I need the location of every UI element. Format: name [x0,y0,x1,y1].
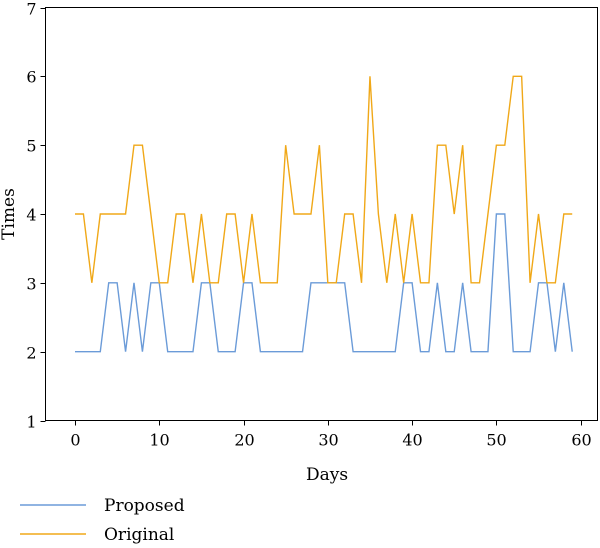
x-tick-label: 10 [149,431,169,450]
y-axis-ticks: 1 2 3 4 5 6 7 [26,0,46,432]
x-tick-label: 50 [486,431,506,450]
series-line-original [75,75,573,284]
x-tick-label: 30 [318,431,338,450]
legend-label-original: Original [104,525,174,545]
y-tick-label: 2 [26,344,36,363]
series-line-proposed [75,213,573,353]
y-tick-label: 5 [26,137,36,156]
x-axis-title: Days [306,465,348,485]
y-tick-label: 7 [26,0,36,19]
axes-frame [45,7,598,421]
plot-axes [45,7,598,421]
x-tick-label: 40 [402,431,422,450]
y-tick-label: 1 [26,413,36,432]
y-tick-label: 3 [26,275,36,294]
x-axis-ticks: 0 10 20 30 40 50 60 [70,420,592,450]
series-layer [75,75,573,353]
legend-label-proposed: Proposed [104,496,185,516]
x-tick-label: 20 [234,431,254,450]
x-tick-label: 60 [571,431,591,450]
y-tick-label: 6 [26,68,36,87]
legend: Proposed Original [20,496,185,545]
x-tick-label: 0 [70,431,80,450]
y-tick-label: 4 [26,206,36,225]
y-axis-title: Times [0,188,19,240]
